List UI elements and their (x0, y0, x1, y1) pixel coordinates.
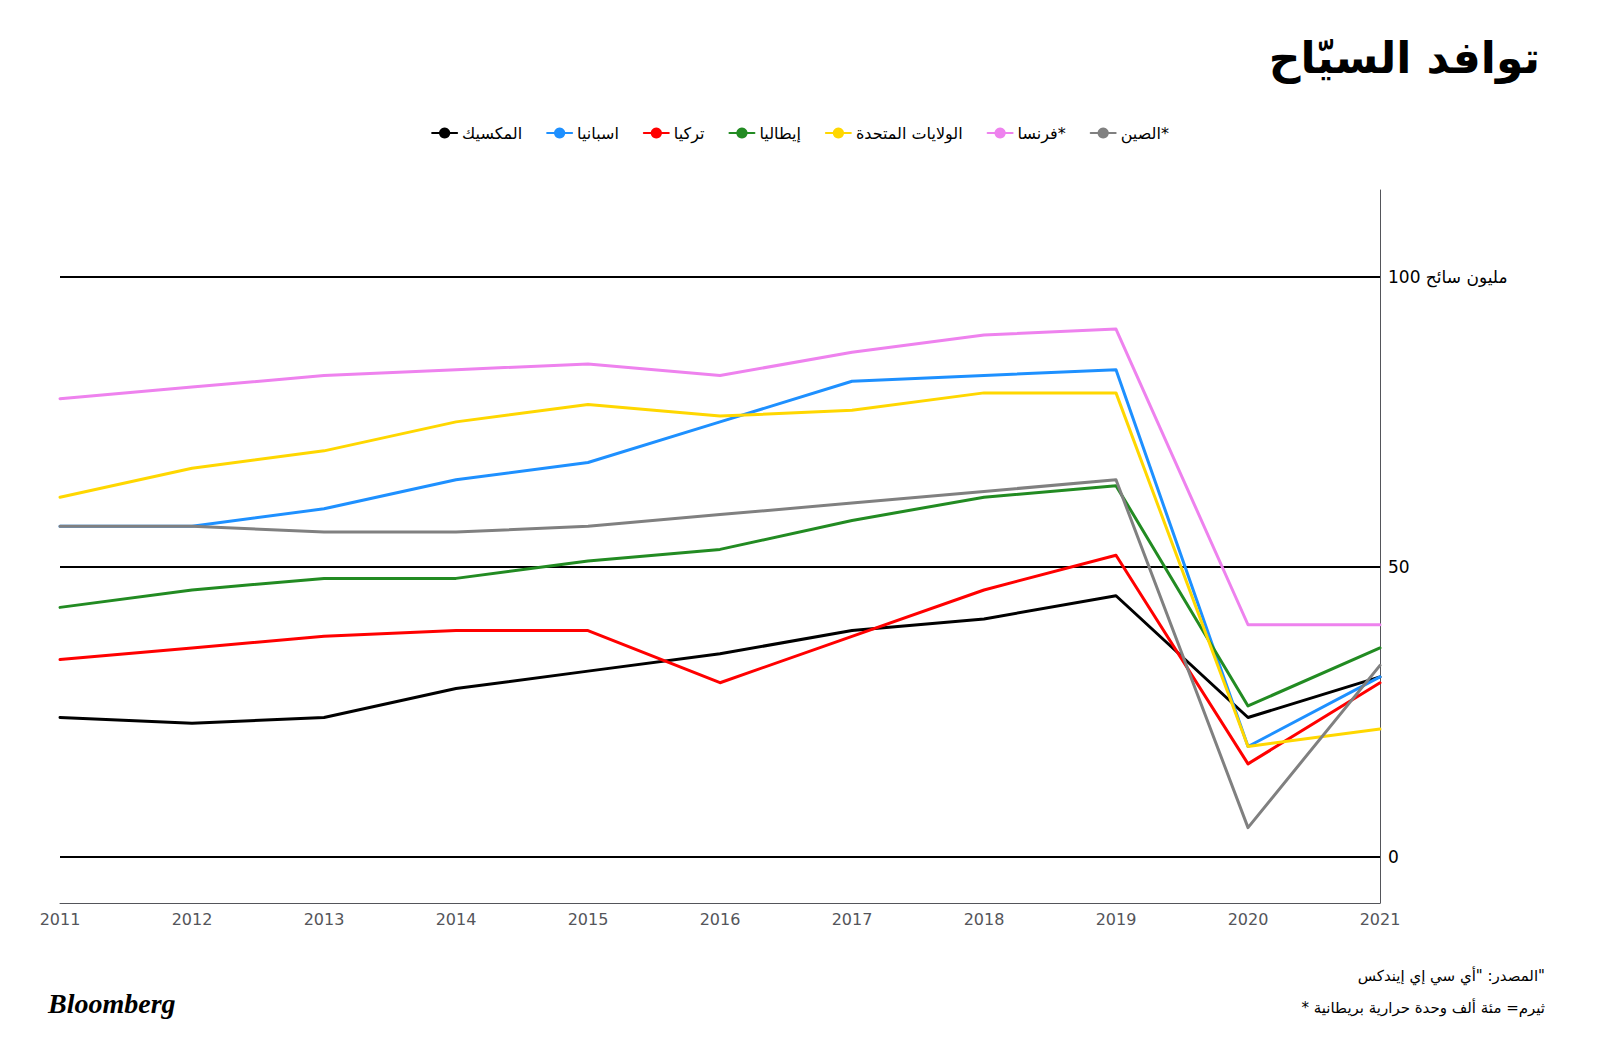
svg-text:توافد السيّاح: توافد السيّاح (1269, 32, 1540, 84)
svg-text:فرنسا*: فرنسا* (1018, 124, 1066, 144)
svg-text:2017: 2017 (832, 910, 873, 929)
svg-text:100 مليون سائح: 100 مليون سائح (1388, 267, 1508, 288)
svg-text:الصين*: الصين* (1121, 124, 1169, 144)
svg-text:2018: 2018 (964, 910, 1005, 929)
svg-text:2021: 2021 (1360, 910, 1401, 929)
svg-text:2011: 2011 (40, 910, 81, 929)
svg-text:اسبانيا: اسبانيا (577, 124, 619, 143)
svg-text:2015: 2015 (568, 910, 609, 929)
svg-text:2012: 2012 (172, 910, 213, 929)
svg-text:* ثيرم= مئة ألف وحدة حرارية بر: * ثيرم= مئة ألف وحدة حرارية بريطانية (1302, 998, 1546, 1017)
svg-text:المصدر: "أي سي إي إيندكس": المصدر: "أي سي إي إيندكس" (1358, 966, 1545, 986)
svg-text:المكسيك: المكسيك (462, 124, 522, 143)
svg-text:0: 0 (1388, 847, 1399, 867)
svg-text:2014: 2014 (436, 910, 477, 929)
svg-text:2013: 2013 (304, 910, 345, 929)
svg-text:2019: 2019 (1096, 910, 1137, 929)
svg-text:الولايات المتحدة: الولايات المتحدة (856, 124, 963, 144)
svg-text:50: 50 (1388, 557, 1410, 577)
svg-text:إيطاليا: إيطاليا (759, 124, 800, 143)
svg-text:2016: 2016 (700, 910, 741, 929)
svg-text:2020: 2020 (1228, 910, 1269, 929)
svg-text:Bloomberg: Bloomberg (47, 988, 176, 1019)
svg-text:تركيا: تركيا (674, 124, 705, 144)
